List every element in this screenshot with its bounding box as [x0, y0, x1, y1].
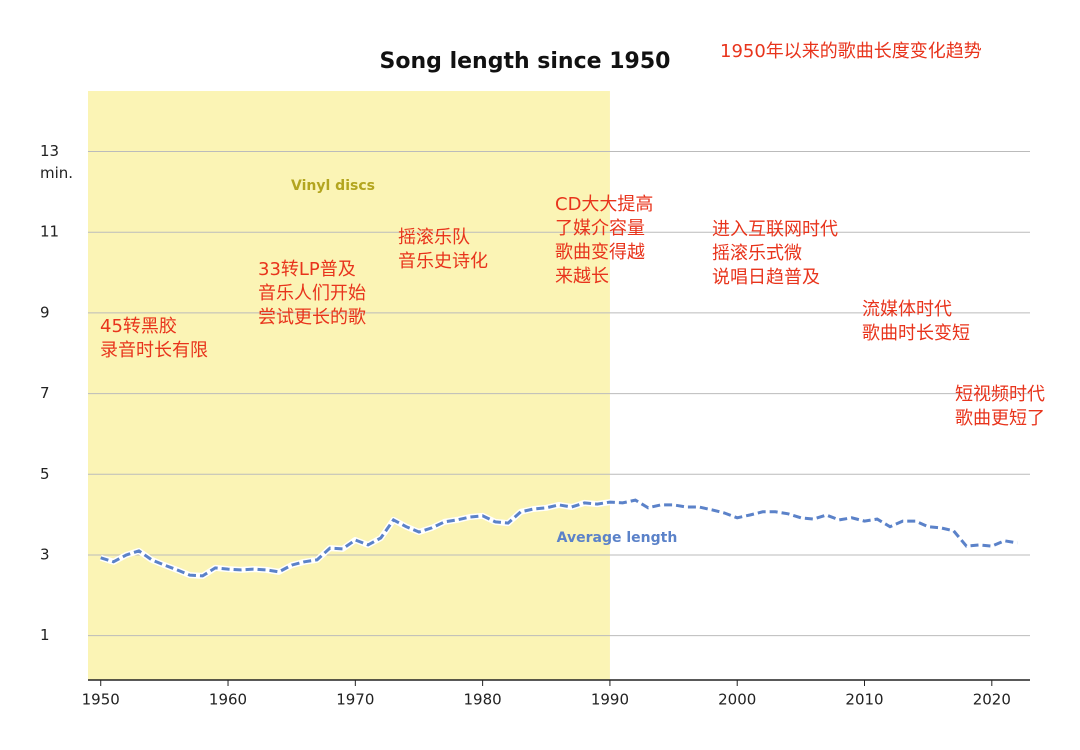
annotation: 进入互联网时代: [712, 219, 838, 240]
x-tick-label: 2000: [718, 691, 756, 709]
annotation: 了媒介容量: [555, 218, 645, 239]
annotation: 歌曲变得越: [555, 242, 645, 263]
y-tick-label: 11: [40, 223, 59, 241]
chart-subtitle: 1950年以来的歌曲长度变化趋势: [720, 41, 982, 62]
annotation: 33转LP普及: [258, 259, 356, 280]
annotation: 摇滚乐队: [398, 227, 470, 248]
y-tick-label: 9: [40, 303, 50, 321]
x-tick-label: 1970: [336, 691, 374, 709]
y-tick-label: 5: [40, 465, 50, 483]
annotation: 音乐史诗化: [398, 251, 488, 272]
y-tick-label: 7: [40, 384, 50, 402]
annotation: 短视频时代: [955, 384, 1045, 405]
vinyl-era-region: [88, 91, 610, 680]
annotation: 来越长: [555, 266, 609, 287]
y-tick-label: 3: [40, 545, 50, 563]
x-tick-label: 1990: [591, 691, 629, 709]
annotation: 尝试更长的歌: [258, 307, 366, 328]
series-label: Average length: [557, 530, 678, 546]
chart-title: Song length since 1950: [380, 49, 671, 74]
line: [100, 498, 1018, 578]
annotation: 说唱日趋普及: [712, 267, 820, 288]
y-tick-label: 1: [40, 626, 50, 644]
y-unit-label: min.: [40, 164, 73, 182]
x-tick-label: 1950: [82, 691, 120, 709]
annotation: 录音时长有限: [100, 340, 208, 361]
annotation: 歌曲更短了: [955, 408, 1045, 429]
region-label: Vinyl discs: [291, 178, 375, 194]
annotation: 音乐人们开始: [258, 283, 366, 304]
annotation: 歌曲时长变短: [862, 323, 970, 344]
annotation: 45转黑胶: [100, 316, 177, 337]
x-tick-label: 1980: [464, 691, 502, 709]
annotation: 摇滚乐式微: [712, 243, 802, 264]
annotation: CD大大提高: [555, 194, 653, 215]
annotation: 流媒体时代: [862, 299, 952, 320]
y-tick-label: 13: [40, 142, 59, 160]
x-tick-label: 2020: [973, 691, 1011, 709]
x-tick-label: 1960: [209, 691, 247, 709]
x-tick-label: 2010: [845, 691, 883, 709]
